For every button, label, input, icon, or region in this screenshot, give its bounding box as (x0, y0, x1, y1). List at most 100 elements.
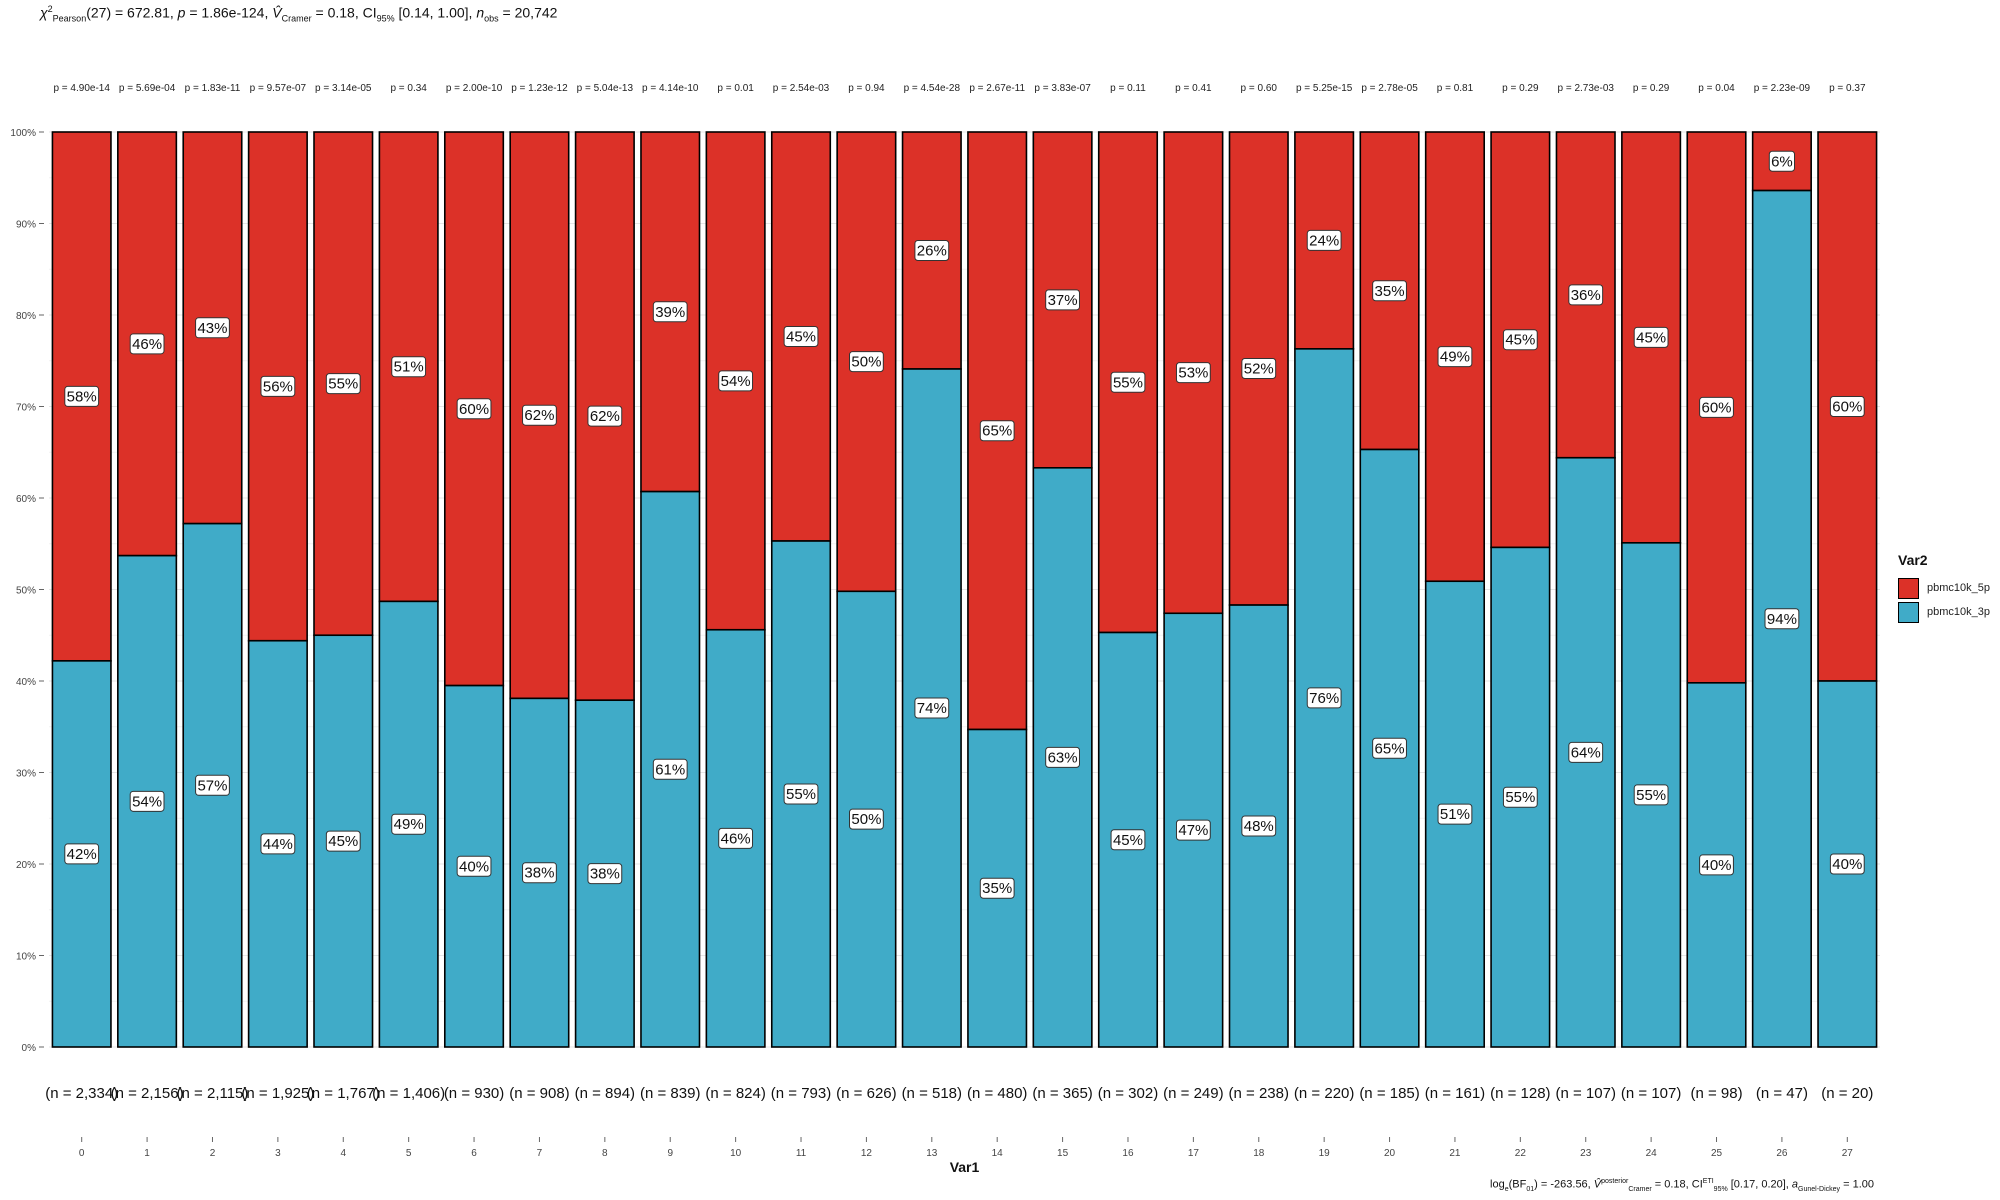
label-3p: 61% (655, 761, 685, 778)
label-3p: 74% (917, 700, 947, 717)
label-5p-box (1633, 326, 1669, 348)
label-5p: 62% (590, 408, 620, 425)
label-5p-box (391, 356, 427, 378)
label-3p-box (718, 827, 754, 849)
x-tick-label: 13 (926, 1148, 938, 1159)
label-5p: 62% (524, 407, 554, 424)
count-label: (n = 98) (1690, 1085, 1742, 1102)
label-3p-box (783, 783, 819, 805)
label-5p-box (979, 420, 1015, 442)
x-tick-label: 22 (1515, 1148, 1527, 1159)
x-tick-label: 25 (1711, 1148, 1723, 1159)
label-5p-box (1502, 329, 1538, 351)
label-5p-box (64, 385, 100, 407)
p-value-label: p = 4.14e-10 (642, 83, 699, 94)
label-3p: 57% (197, 777, 227, 794)
label-5p: 45% (1636, 329, 1666, 346)
label-5p-box (1306, 229, 1342, 251)
label-5p-box (587, 405, 623, 427)
label-3p: 50% (851, 811, 881, 828)
label-3p: 64% (1571, 744, 1601, 761)
legend-item-5p: pbmc10k_5p (1898, 576, 1990, 600)
p-value-label: p = 0.94 (848, 83, 885, 94)
count-label: (n = 2,156) (111, 1085, 184, 1102)
x-tick-label: 1 (144, 1148, 150, 1159)
label-3p: 40% (1832, 856, 1862, 873)
label-3p-box (64, 843, 100, 865)
label-3p-box (1241, 815, 1277, 837)
count-label: (n = 626) (836, 1085, 896, 1102)
p-value-label: p = 4.54e-28 (904, 83, 961, 94)
label-5p-box (718, 370, 754, 392)
p-value-label: p = 2.54e-03 (773, 83, 830, 94)
x-tick-label: 10 (730, 1148, 742, 1159)
p-value-label: p = 5.04e-13 (577, 83, 634, 94)
label-3p: 45% (1113, 832, 1143, 849)
x-tick-label: 8 (602, 1148, 608, 1159)
label-5p: 50% (851, 354, 881, 371)
label-3p-box (522, 862, 557, 884)
count-label: (n = 839) (640, 1085, 700, 1102)
label-5p: 6% (1771, 153, 1793, 170)
x-tick-label: 17 (1188, 1148, 1200, 1159)
x-axis-title: Var1 (950, 1159, 980, 1175)
count-label: (n = 128) (1490, 1085, 1550, 1102)
label-5p: 43% (197, 320, 227, 337)
count-label: (n = 894) (575, 1085, 635, 1102)
label-5p: 58% (67, 388, 97, 405)
label-3p-box (979, 877, 1015, 899)
label-3p-box (914, 697, 950, 719)
x-tick-label: 24 (1646, 1148, 1658, 1159)
label-3p: 94% (1767, 611, 1797, 628)
count-label: (n = 220) (1294, 1085, 1354, 1102)
label-3p-box (129, 790, 165, 812)
y-tick-label: 90% (16, 220, 36, 231)
bar-3p (378, 600, 439, 1048)
label-5p-box (522, 404, 557, 426)
label-3p: 55% (786, 786, 816, 803)
x-tick-label: 9 (667, 1148, 673, 1159)
legend-title: Var2 (1898, 552, 1928, 568)
label-5p: 54% (721, 373, 751, 390)
count-label: (n = 793) (771, 1085, 831, 1102)
p-value-label: p = 5.25e-15 (1296, 83, 1353, 94)
label-3p-box (195, 774, 230, 796)
x-tick-label: 23 (1580, 1148, 1592, 1159)
y-tick-label: 10% (16, 952, 36, 963)
label-3p-box (1633, 784, 1669, 806)
label-5p: 26% (917, 242, 947, 259)
label-5p: 45% (786, 329, 816, 346)
count-label: (n = 249) (1163, 1085, 1223, 1102)
count-label: (n = 20) (1821, 1085, 1873, 1102)
count-label: (n = 47) (1756, 1085, 1808, 1102)
x-tick-label: 20 (1384, 1148, 1396, 1159)
label-3p-box (1110, 829, 1146, 851)
x-tick-label: 27 (1842, 1148, 1854, 1159)
p-value-label: p = 3.14e-05 (315, 83, 372, 94)
label-3p-box (1502, 786, 1538, 808)
label-5p-box (129, 333, 165, 355)
y-tick-label: 80% (16, 311, 36, 322)
legend-swatch-5p (1898, 577, 1919, 599)
label-5p: 35% (1375, 283, 1405, 300)
label-5p-box (1568, 284, 1604, 306)
label-5p: 46% (132, 336, 162, 353)
label-3p: 47% (1178, 822, 1208, 839)
y-tick-label: 100% (10, 128, 36, 139)
y-tick-label: 30% (16, 769, 36, 780)
chart-caption: loge(BF01) = -263.56, V̂posteriorCramer … (1490, 1178, 1874, 1193)
p-value-label: p = 0.81 (1437, 83, 1474, 94)
p-value-label: p = 2.78e-05 (1361, 83, 1418, 94)
label-5p-box (1437, 346, 1473, 368)
label-3p: 35% (982, 880, 1012, 897)
label-5p-box (1045, 289, 1080, 311)
p-value-label: p = 0.01 (717, 83, 754, 94)
label-5p: 45% (1505, 332, 1535, 349)
label-3p-box (849, 808, 884, 830)
x-tick-label: 21 (1449, 1148, 1461, 1159)
count-label: (n = 2,115) (177, 1085, 249, 1102)
label-5p-box (1699, 396, 1734, 418)
count-label: (n = 238) (1229, 1085, 1289, 1102)
bar-3p (1751, 189, 1812, 1048)
p-value-label: p = 0.60 (1241, 83, 1278, 94)
